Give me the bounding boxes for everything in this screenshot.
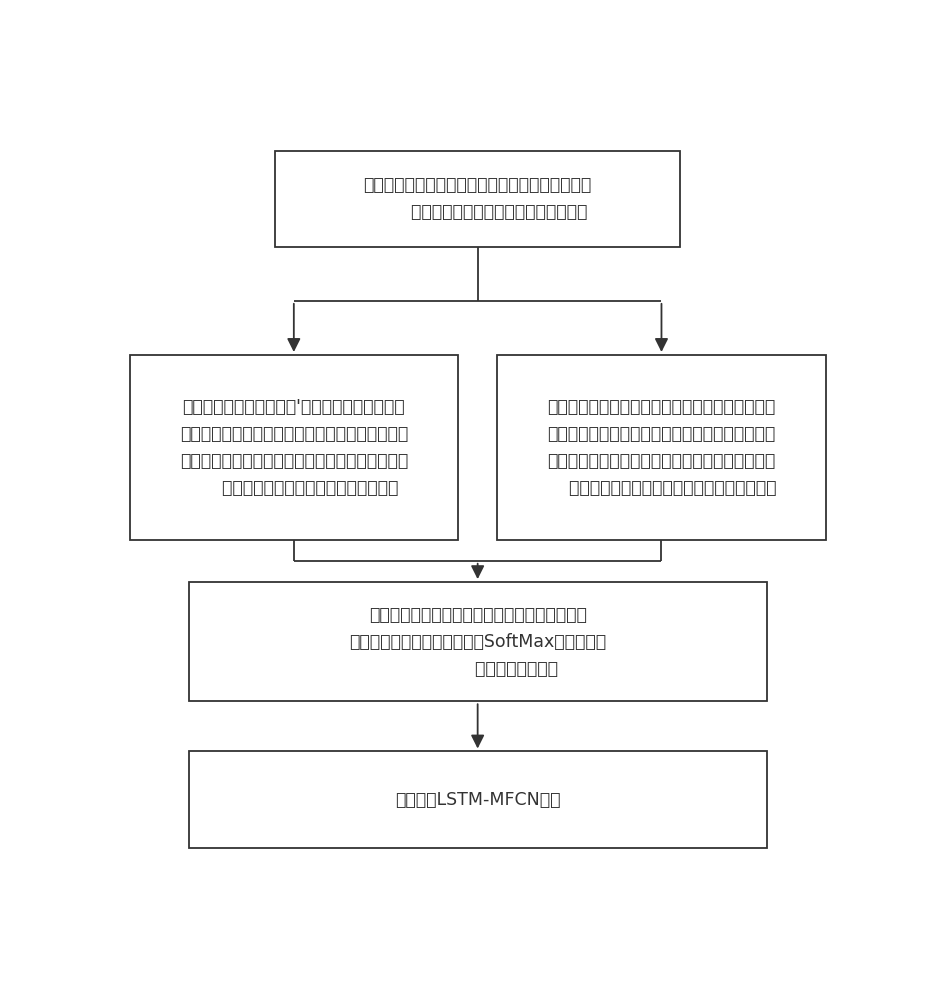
FancyBboxPatch shape [188,582,766,701]
FancyBboxPatch shape [497,355,826,540]
Text: 建立多尺度卷积模块，多'尺度通过调整空洞率来
实现，较大尺度部分由空洞卷积实现，较小尺度部
分由普通卷积实现。这样能够在同等参数规模下在
      有限的深度: 建立多尺度卷积模块，多'尺度通过调整空洞率来 实现，较大尺度部分由空洞卷积实现，… [180,398,408,497]
FancyBboxPatch shape [188,751,766,848]
Text: 建立时间依赖提取模块：首先要对单变量的时间序
列数据进行维度转置，变换为一次输入一个值的串
行输入。之后根据具体数据中时间特征的复杂程度
    和模型的训练能: 建立时间依赖提取模块：首先要对单变量的时间序 列数据进行维度转置，变换为一次输入… [547,398,776,497]
Text: 充分训练LSTM-MFCN网络: 充分训练LSTM-MFCN网络 [395,791,560,809]
Text: 设定多模态网络的大体结构，在之后的流程中保持
        这部分结构超参数对所有数据集不变。: 设定多模态网络的大体结构，在之后的流程中保持 这部分结构超参数对所有数据集不变。 [363,176,592,221]
FancyBboxPatch shape [130,355,459,540]
FancyBboxPatch shape [276,151,680,247]
Text: 利用全连接层整合时间、空间特征并做出分类预
测，使用一层全连接结构搭配SoftMax激活函数作
              为最后的输出层。: 利用全连接层整合时间、空间特征并做出分类预 测，使用一层全连接结构搭配SoftM… [350,606,606,678]
